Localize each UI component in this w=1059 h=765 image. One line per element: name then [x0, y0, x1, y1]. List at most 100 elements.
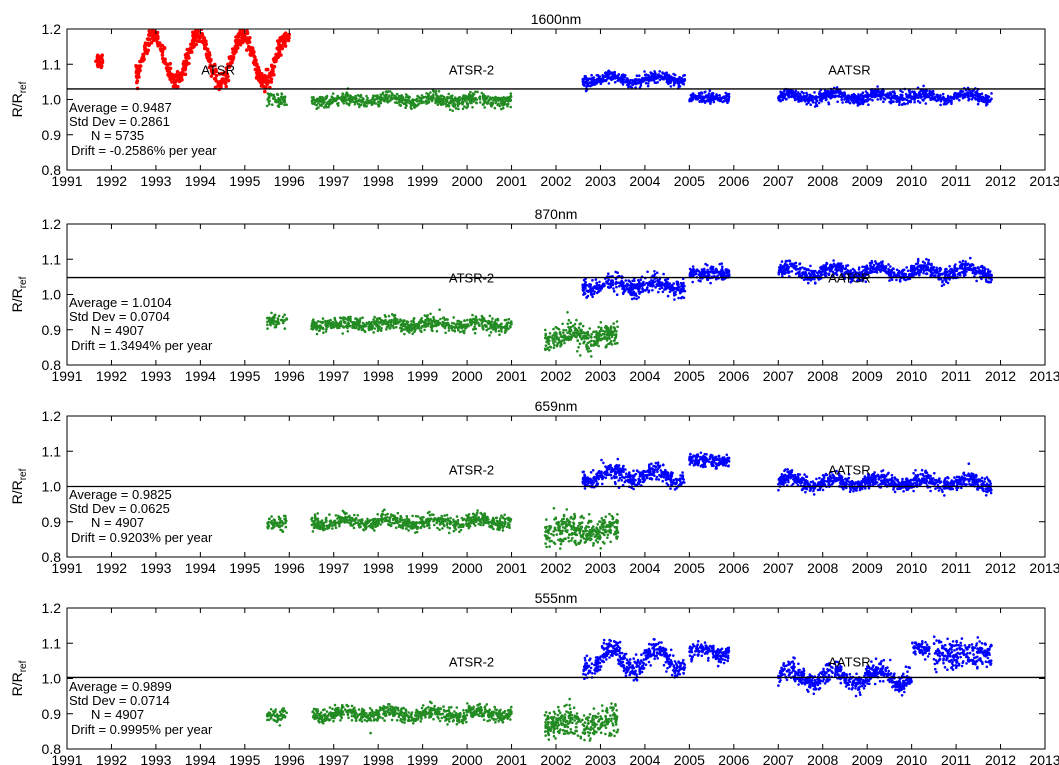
data-point	[471, 317, 475, 321]
data-point	[566, 322, 569, 326]
data-point	[938, 97, 942, 101]
data-point	[341, 332, 345, 335]
data-point	[566, 311, 569, 314]
data-point	[428, 322, 431, 326]
data-point	[621, 76, 624, 79]
data-point	[656, 279, 660, 283]
data-point	[631, 288, 634, 292]
x-tick-label: 2012	[985, 173, 1016, 189]
data-point	[256, 72, 260, 76]
data-point	[584, 280, 587, 284]
data-point	[475, 101, 479, 105]
data-point	[631, 279, 634, 283]
data-point	[596, 339, 600, 343]
data-point	[946, 94, 950, 98]
data-point	[580, 337, 583, 341]
data-point	[417, 96, 421, 99]
data-point	[603, 335, 606, 339]
data-point	[607, 331, 610, 335]
data-point	[498, 324, 502, 328]
data-point	[313, 102, 316, 105]
data-point	[727, 92, 731, 96]
data-point	[145, 37, 150, 41]
data-point	[379, 318, 383, 322]
data-point	[988, 100, 992, 103]
data-point	[357, 322, 361, 325]
data-point	[831, 95, 834, 99]
data-point	[334, 99, 337, 102]
data-point	[657, 290, 660, 294]
data-point	[329, 324, 333, 328]
data-point	[929, 91, 932, 95]
data-point	[494, 101, 498, 105]
data-point	[916, 99, 920, 103]
data-point	[175, 69, 180, 74]
data-point	[227, 55, 232, 60]
data-point	[870, 89, 874, 92]
data-point	[359, 93, 363, 97]
data-point	[958, 98, 961, 102]
data-point	[224, 71, 229, 76]
data-point	[422, 101, 426, 104]
data-point	[437, 90, 441, 93]
data-point	[448, 326, 451, 329]
data-point	[721, 265, 724, 269]
data-point	[916, 96, 920, 100]
data-point	[245, 29, 249, 33]
x-tick-label: 2005	[674, 173, 705, 189]
data-point	[640, 284, 644, 287]
data-point	[648, 280, 651, 284]
data-point	[990, 97, 993, 101]
data-point	[941, 92, 945, 96]
data-point	[267, 73, 272, 78]
data-point	[507, 317, 511, 321]
data-point	[457, 102, 461, 106]
data-point	[579, 322, 582, 325]
data-point	[651, 288, 654, 292]
data-point	[904, 92, 908, 96]
data-point	[548, 348, 551, 352]
data-point	[787, 95, 790, 99]
data-point	[788, 259, 792, 263]
data-point	[413, 329, 417, 332]
data-point	[473, 331, 477, 335]
data-point	[452, 102, 456, 106]
data-point	[615, 282, 618, 285]
data-point	[372, 331, 376, 334]
data-point	[437, 96, 441, 99]
data-point	[286, 38, 291, 43]
data-point	[589, 349, 592, 353]
data-point	[553, 343, 556, 347]
data-point	[693, 269, 696, 273]
data-point	[482, 97, 485, 100]
data-point	[237, 31, 242, 35]
data-point	[494, 323, 497, 326]
data-point	[438, 322, 442, 325]
data-point	[476, 90, 479, 94]
data-point	[381, 92, 384, 96]
data-point	[656, 76, 659, 79]
data-point	[469, 96, 473, 100]
data-point	[923, 97, 926, 100]
data-point	[269, 323, 272, 327]
data-point	[591, 279, 594, 282]
data-point	[337, 101, 340, 105]
data-point	[641, 78, 645, 82]
data-point	[501, 103, 504, 107]
data-point	[474, 320, 477, 324]
data-point	[380, 326, 383, 330]
data-point	[409, 102, 413, 105]
data-point	[498, 333, 501, 337]
data-point	[882, 100, 885, 103]
data-point	[399, 318, 402, 321]
data-point	[643, 70, 646, 73]
data-point	[404, 106, 407, 109]
data-point	[562, 328, 565, 332]
data-point	[850, 98, 853, 102]
data-point	[599, 82, 603, 86]
data-point	[162, 46, 167, 50]
data-point	[461, 102, 464, 106]
data-point	[709, 281, 712, 285]
data-points	[266, 256, 993, 358]
data-point	[669, 81, 672, 84]
